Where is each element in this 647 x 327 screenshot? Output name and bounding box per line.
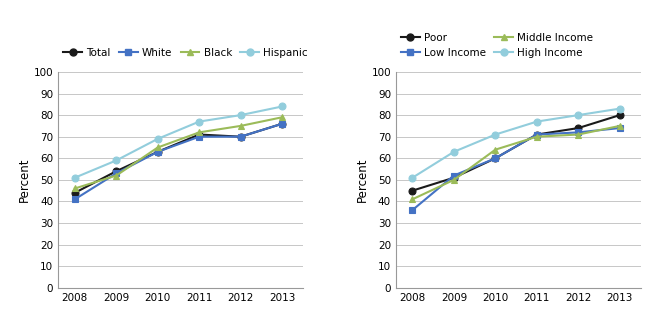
Legend: Poor, Low Income, Middle Income, High Income: Poor, Low Income, Middle Income, High In…	[401, 33, 593, 58]
Black	[278, 115, 286, 119]
White	[113, 171, 120, 175]
Y-axis label: Percent: Percent	[18, 158, 31, 202]
Poor	[533, 132, 541, 136]
Middle Income	[408, 197, 416, 201]
Low Income	[616, 126, 624, 130]
Middle Income	[450, 178, 458, 182]
Middle Income	[575, 132, 582, 136]
Black	[71, 186, 79, 190]
Middle Income	[616, 124, 624, 128]
Poor	[575, 126, 582, 130]
Low Income	[450, 174, 458, 178]
Line: Poor: Poor	[409, 112, 623, 194]
Low Income	[408, 208, 416, 212]
Hispanic	[71, 176, 79, 180]
Middle Income	[533, 135, 541, 139]
White	[195, 135, 203, 139]
Total	[278, 122, 286, 126]
Legend: Total, White, Black, Hispanic: Total, White, Black, Hispanic	[63, 48, 308, 58]
Line: Middle Income: Middle Income	[409, 122, 623, 203]
Total	[195, 132, 203, 136]
Black	[195, 130, 203, 134]
Total	[71, 191, 79, 195]
Line: Low Income: Low Income	[409, 125, 623, 214]
Low Income	[492, 156, 499, 160]
High Income	[408, 176, 416, 180]
High Income	[616, 107, 624, 111]
Hispanic	[237, 113, 245, 117]
Total	[113, 169, 120, 173]
Low Income	[533, 132, 541, 136]
Poor	[492, 156, 499, 160]
White	[154, 150, 162, 154]
Line: High Income: High Income	[409, 105, 623, 181]
Middle Income	[492, 148, 499, 152]
White	[237, 135, 245, 139]
High Income	[492, 132, 499, 136]
Poor	[408, 189, 416, 193]
High Income	[450, 150, 458, 154]
Low Income	[575, 130, 582, 134]
Y-axis label: Percent: Percent	[356, 158, 369, 202]
Black	[113, 174, 120, 178]
Poor	[450, 176, 458, 180]
Line: Black: Black	[71, 114, 285, 192]
Hispanic	[278, 105, 286, 109]
White	[278, 122, 286, 126]
Line: White: White	[71, 120, 285, 203]
Line: Total: Total	[71, 120, 285, 196]
Black	[154, 146, 162, 149]
Hispanic	[195, 120, 203, 124]
Hispanic	[154, 137, 162, 141]
Hispanic	[113, 159, 120, 163]
White	[71, 197, 79, 201]
Total	[154, 150, 162, 154]
Poor	[616, 113, 624, 117]
Black	[237, 124, 245, 128]
High Income	[533, 120, 541, 124]
High Income	[575, 113, 582, 117]
Line: Hispanic: Hispanic	[71, 103, 285, 181]
Total	[237, 135, 245, 139]
